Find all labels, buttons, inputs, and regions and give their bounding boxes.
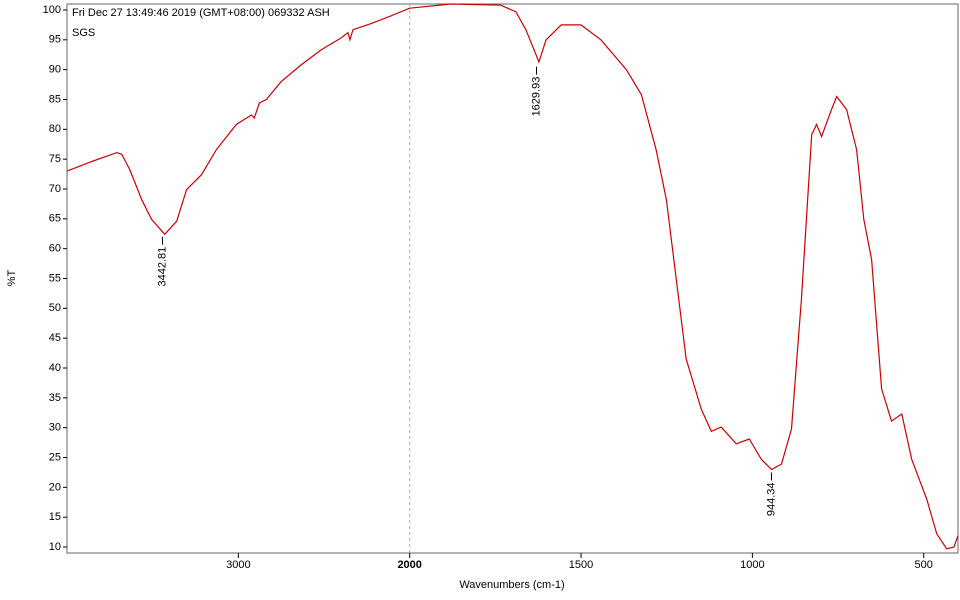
peak-label: 1629.93 — [530, 77, 542, 117]
y-tick-label: 65 — [49, 213, 61, 225]
y-tick-label: 10 — [49, 541, 61, 553]
y-tick-label: 55 — [49, 272, 61, 284]
y-axis-label: %T — [6, 269, 18, 286]
y-tick-label: 80 — [49, 123, 61, 135]
peak-label: 944.34 — [765, 482, 777, 516]
subtitle: SGS — [72, 27, 95, 39]
peak-label: 3442.81 — [156, 247, 168, 287]
y-tick-label: 30 — [49, 422, 61, 434]
y-tick-label: 95 — [49, 34, 61, 46]
header: Fri Dec 27 13:49:46 2019 (GMT+08:00) 069… — [72, 7, 330, 19]
y-tick-label: 40 — [49, 362, 61, 374]
y-tick-label: 90 — [49, 64, 61, 76]
y-tick-label: 45 — [49, 332, 61, 344]
x-axis-label: Wavenumbers (cm-1) — [459, 579, 564, 591]
x-tick-label: 1000 — [740, 559, 764, 571]
y-tick-label: 60 — [49, 243, 61, 255]
y-tick-label: 15 — [49, 511, 61, 523]
y-tick-label: 75 — [49, 153, 61, 165]
y-tick-label: 20 — [49, 481, 61, 493]
y-tick-label: 25 — [49, 451, 61, 463]
x-tick-label: 2000 — [397, 559, 421, 571]
y-tick-label: 70 — [49, 183, 61, 195]
plot-frame — [66, 3, 959, 554]
y-tick-label: 85 — [49, 93, 61, 105]
y-tick-label: 35 — [49, 392, 61, 404]
y-tick-label: 100 — [43, 4, 61, 16]
x-tick-label: 1500 — [569, 559, 593, 571]
x-tick-label: 3000 — [226, 559, 250, 571]
x-tick-label: 500 — [915, 559, 933, 571]
spectrum-line — [66, 3, 959, 550]
y-tick-label: 50 — [49, 302, 61, 314]
